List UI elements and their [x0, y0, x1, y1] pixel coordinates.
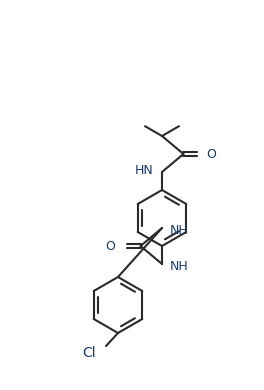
Text: HN: HN — [135, 163, 154, 177]
Text: NH: NH — [170, 223, 189, 236]
Text: O: O — [206, 147, 216, 161]
Text: Cl: Cl — [82, 346, 96, 360]
Text: NH: NH — [170, 259, 189, 273]
Text: O: O — [106, 239, 116, 252]
